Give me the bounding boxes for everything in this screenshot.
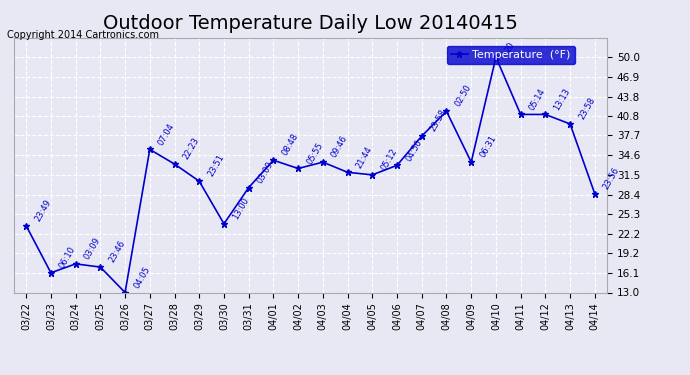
Temperature  (°F) <box>566 122 574 126</box>
Text: 03:09: 03:09 <box>255 160 275 185</box>
Text: 23:51: 23:51 <box>206 153 226 178</box>
Text: 23:58: 23:58 <box>428 108 448 133</box>
Text: 13:13: 13:13 <box>552 86 572 112</box>
Text: 05:12: 05:12 <box>380 147 399 172</box>
Temperature  (°F) <box>393 163 401 168</box>
Legend: Temperature  (°F): Temperature (°F) <box>446 46 575 64</box>
Text: 08:48: 08:48 <box>280 132 300 158</box>
Temperature  (°F) <box>541 112 549 117</box>
Temperature  (°F) <box>492 55 500 60</box>
Temperature  (°F) <box>467 160 475 164</box>
Text: 23:49: 23:49 <box>33 198 53 223</box>
Temperature  (°F) <box>442 109 451 114</box>
Temperature  (°F) <box>146 147 154 152</box>
Text: 22:23: 22:23 <box>181 136 201 161</box>
Temperature  (°F) <box>22 224 30 228</box>
Temperature  (°F) <box>294 166 302 171</box>
Text: 23:56: 23:56 <box>602 166 622 191</box>
Text: Copyright 2014 Cartronics.com: Copyright 2014 Cartronics.com <box>7 30 159 40</box>
Temperature  (°F) <box>344 170 352 175</box>
Text: 21:44: 21:44 <box>355 144 374 170</box>
Temperature  (°F) <box>368 172 377 177</box>
Text: 04:05: 04:05 <box>132 265 152 290</box>
Text: 02:50: 02:50 <box>453 83 473 108</box>
Temperature  (°F) <box>417 134 426 138</box>
Text: 23:46: 23:46 <box>107 239 127 264</box>
Line: Temperature  (°F): Temperature (°F) <box>23 54 598 296</box>
Temperature  (°F) <box>96 265 104 269</box>
Title: Outdoor Temperature Daily Low 20140415: Outdoor Temperature Daily Low 20140415 <box>103 14 518 33</box>
Text: 23:58: 23:58 <box>577 96 597 121</box>
Text: 20: 20 <box>503 41 516 54</box>
Temperature  (°F) <box>72 262 80 266</box>
Temperature  (°F) <box>244 185 253 190</box>
Text: 03:09: 03:09 <box>83 236 102 261</box>
Temperature  (°F) <box>220 222 228 226</box>
Text: 07:04: 07:04 <box>157 122 177 147</box>
Text: 06:31: 06:31 <box>478 134 498 159</box>
Text: 09:46: 09:46 <box>330 134 350 159</box>
Text: 05:55: 05:55 <box>305 141 325 166</box>
Temperature  (°F) <box>47 270 55 275</box>
Temperature  (°F) <box>269 158 277 162</box>
Temperature  (°F) <box>170 162 179 166</box>
Temperature  (°F) <box>319 160 327 164</box>
Temperature  (°F) <box>591 192 599 196</box>
Text: 04:50: 04:50 <box>404 138 424 162</box>
Temperature  (°F) <box>121 290 129 295</box>
Temperature  (°F) <box>195 179 204 183</box>
Text: 05:14: 05:14 <box>528 87 547 112</box>
Text: 06:10: 06:10 <box>58 245 77 270</box>
Text: 13:00: 13:00 <box>231 196 250 221</box>
Temperature  (°F) <box>517 112 525 117</box>
